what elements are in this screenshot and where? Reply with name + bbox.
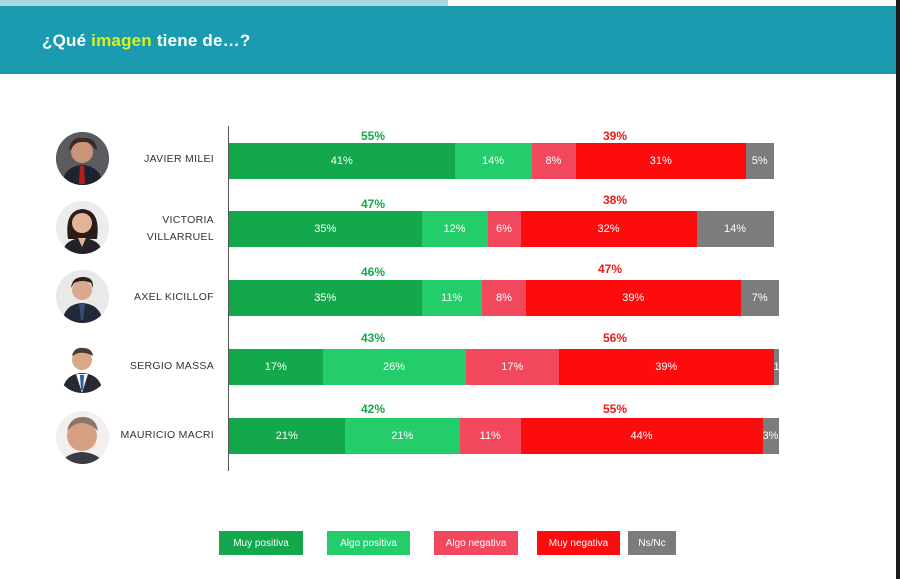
politician-name-line: AXEL KICILLOF [134,291,214,303]
positive-total-label: 42% [360,402,386,416]
bar-segment-ns-nc: 7% [740,280,779,316]
legend-label: Muy negativa [548,537,609,549]
bar-segment-muy-negativa: 31% [575,143,746,179]
bar-row: 35% 12% 6% 32% 14% [229,211,779,247]
bar-segment-algo-positiva: 11% [421,280,482,316]
bar-segment-algo-positiva: 21% [344,418,460,454]
legend-label: Algo positiva [340,537,397,549]
bar-row: 35% 11% 8% 39% 7% [229,280,779,316]
title-text-end: tiene de…? [151,31,251,50]
bar-segment-algo-positiva: 12% [421,211,488,247]
politician-name-line: VILLARRUEL [146,231,214,243]
politician-name: MAURICIO MACRI [110,427,214,444]
politician-name: AXEL KICILLOF [110,289,214,306]
legend-label: Algo negativa [445,537,507,549]
politician-name: JAVIER MILEI [110,151,214,168]
legend-item-muy-negativa: Muy negativa [537,531,620,555]
positive-total-label: 55% [360,129,386,143]
legend-label: Muy positiva [233,537,289,549]
chart-axis-line [228,126,229,471]
title-highlight: imagen [91,31,152,50]
bar-segment-muy-positiva: 17% [229,349,323,385]
bar-segment-algo-negativa: 8% [531,143,576,179]
header-bar: ¿Qué imagen tiene de…? [0,6,896,74]
bar-segment-muy-negativa: 44% [520,418,763,454]
bar-segment-ns-nc: 5% [746,143,774,179]
negative-total-label: 38% [602,193,628,207]
politician-name: SERGIO MASSA [110,358,214,375]
bar-segment-ns-nc: 14% [696,211,774,247]
legend-item-algo-negativa: Algo negativa [434,531,518,555]
politician-name: VICTORIA VILLARRUEL [110,212,214,246]
positive-total-label: 46% [360,265,386,279]
bar-segment-algo-positiva: 14% [454,143,532,179]
legend-item-muy-positiva: Muy positiva [219,531,303,555]
politician-name-line: SERGIO MASSA [129,360,214,372]
bar-segment-muy-positiva: 41% [229,143,455,179]
legend-item-ns-nc: Ns/Nc [628,531,676,555]
negative-total-label: 55% [602,402,628,416]
politician-photo [56,270,109,323]
bar-segment-muy-negativa: 39% [526,280,741,316]
bar-segment-algo-positiva: 26% [322,349,466,385]
bar-row: 17%26%17%39%1% [229,349,779,385]
bar-segment-ns-nc: 1% [773,349,779,385]
bar-segment-muy-negativa: 39% [559,349,774,385]
bar-row: 41% 14% 8% 31% 5% [229,143,779,179]
politician-photo [56,340,109,393]
politician-photo [56,411,109,464]
negative-total-label: 39% [602,129,628,143]
politician-name-line: JAVIER MILEI [144,153,214,165]
politician-name-line: MAURICIO MACRI [120,429,214,441]
bar-segment-algo-negativa: 11% [460,418,521,454]
positive-total-label: 43% [360,331,386,345]
bar-segment-muy-negativa: 32% [520,211,697,247]
bar-segment-algo-negativa: 17% [465,349,559,385]
top-accent-strip [0,0,448,6]
politician-name-line: VICTORIA [162,214,214,226]
bar-segment-muy-positiva: 21% [229,418,345,454]
legend-item-algo-positiva: Algo positiva [327,531,410,555]
negative-total-label: 47% [597,262,623,276]
bar-segment-algo-negativa: 8% [482,280,526,316]
bar-segment-muy-positiva: 35% [229,211,422,247]
title-text-start: ¿Qué [42,31,92,50]
window-edge [896,0,900,579]
politician-photo [56,201,109,254]
negative-total-label: 56% [602,331,628,345]
bar-segment-algo-negativa: 6% [487,211,521,247]
positive-total-label: 47% [360,197,386,211]
bar-row: 21% 21% 11% 44% 3% [229,418,779,454]
bar-segment-ns-nc: 3% [762,418,779,454]
bar-segment-muy-positiva: 35% [229,280,422,316]
page-title: ¿Qué imagen tiene de…? [42,31,250,51]
legend-label: Ns/Nc [638,537,666,549]
politician-photo [56,132,109,185]
